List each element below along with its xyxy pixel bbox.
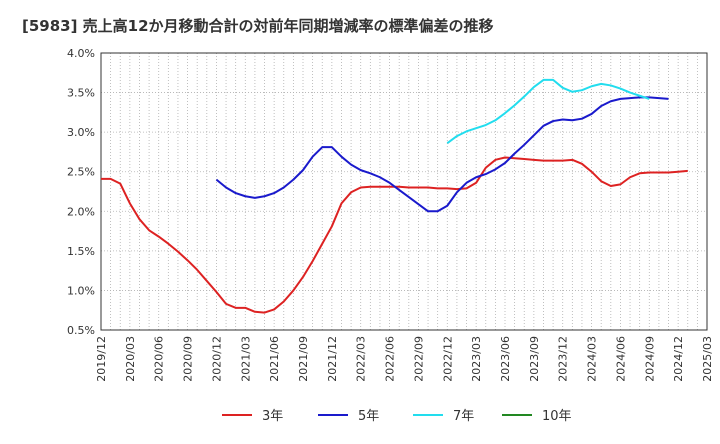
y-tick-label: 2.5% (67, 166, 95, 179)
y-tick-label: 0.5% (67, 324, 95, 337)
x-tick-label: 2020/03 (124, 336, 137, 382)
x-tick-label: 2021/03 (239, 336, 252, 382)
x-tick-label: 2019/12 (95, 336, 108, 382)
series-line-7年 (446, 78, 650, 145)
x-tick-label: 2021/12 (326, 336, 339, 382)
y-tick-label: 3.5% (67, 87, 95, 100)
x-tick-label: 2024/09 (643, 336, 656, 382)
x-tick-label: 2020/09 (182, 336, 195, 382)
legend: 3年 5年 7年 10年 (222, 409, 572, 424)
x-tick-label: 2022/03 (355, 336, 368, 382)
x-tick-label: 2021/06 (268, 336, 281, 382)
x-tick-label: 2022/06 (384, 336, 397, 382)
series-lines (101, 78, 688, 314)
x-tick-label: 2024/03 (586, 336, 599, 382)
x-axis-tick-labels: 2019/12 2020/03 2020/06 2020/09 2020/12 2021/… (95, 336, 714, 382)
y-tick-label: 3.0% (67, 126, 95, 139)
x-tick-label: 2021/09 (297, 336, 310, 382)
chart-title: [5983] 売上高12か月移動合計の対前年同期増減率の標準偏差の推移 (22, 17, 494, 35)
x-tick-label: 2024/06 (614, 336, 627, 382)
x-tick-label: 2023/06 (499, 336, 512, 382)
x-tick-label: 2020/06 (153, 336, 166, 382)
x-tick-label: 2022/09 (412, 336, 425, 382)
x-tick-label: 2023/12 (557, 336, 570, 382)
x-tick-label: 2020/12 (210, 336, 223, 382)
legend-label: 3年 (262, 409, 283, 424)
x-tick-label: 2024/12 (672, 336, 685, 382)
series-line-3年 (101, 156, 688, 314)
y-axis-tick-labels: 0.5% 1.0% 1.5% 2.0% 2.5% 3.0% 3.5% 4.0% (67, 47, 95, 337)
x-tick-label: 2023/03 (470, 336, 483, 382)
legend-label: 5年 (358, 409, 379, 424)
x-tick-label: 2022/12 (441, 336, 454, 382)
y-tick-label: 4.0% (67, 47, 95, 60)
series-line-5年 (215, 96, 669, 213)
y-tick-label: 1.0% (67, 284, 95, 297)
legend-label: 10年 (542, 409, 572, 424)
plot-area-border (100, 52, 708, 331)
x-tick-label: 2025/03 (701, 336, 714, 382)
x-tick-label: 2023/09 (528, 336, 541, 382)
y-tick-label: 2.0% (67, 205, 95, 218)
grid-lines (101, 53, 707, 330)
y-tick-label: 1.5% (67, 245, 95, 258)
legend-label: 7年 (453, 409, 474, 424)
